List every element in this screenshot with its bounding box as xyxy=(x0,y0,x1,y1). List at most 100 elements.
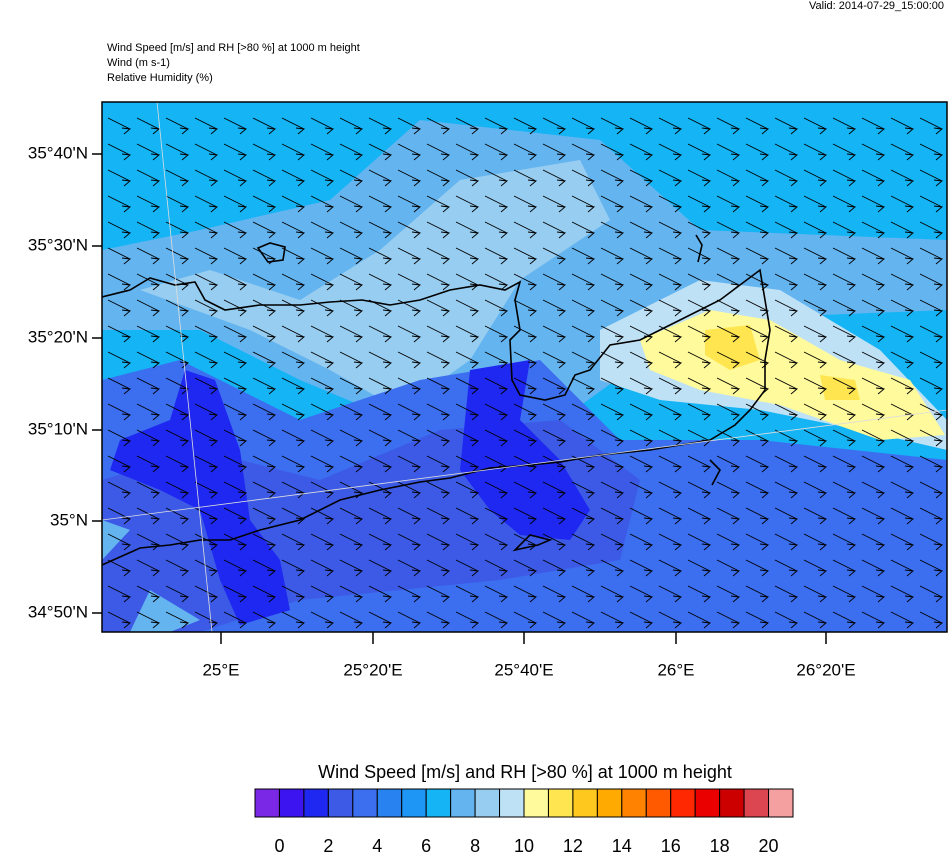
wind-arrow xyxy=(571,377,596,395)
wind-arrow xyxy=(861,273,886,291)
wind-arrow xyxy=(571,611,596,629)
colorbar-label: 4 xyxy=(372,836,382,854)
wind-arrow xyxy=(194,481,219,499)
wind-arrow xyxy=(774,169,799,187)
wind-arrow xyxy=(136,221,161,239)
wind-arrow xyxy=(658,507,683,525)
field-zone xyxy=(705,325,860,400)
wind-arrow xyxy=(919,143,944,161)
wind-arrow xyxy=(687,247,712,265)
wind-arrow xyxy=(890,403,915,421)
wind-arrow xyxy=(281,169,306,187)
wind-arrow xyxy=(252,533,277,551)
wind-arrow xyxy=(165,481,190,499)
wind-arrow xyxy=(600,507,625,525)
wind-arrow xyxy=(745,481,770,499)
wind-arrow xyxy=(658,377,683,395)
wind-arrow xyxy=(542,351,567,369)
wind-arrow xyxy=(455,429,480,447)
wind-arrow xyxy=(368,429,393,447)
wind-arrow xyxy=(252,481,277,499)
wind-arrow xyxy=(803,403,828,421)
wind-arrow xyxy=(687,325,712,343)
wind-arrow xyxy=(194,377,219,395)
wind-arrow xyxy=(716,403,741,421)
wind-arrow xyxy=(687,611,712,629)
wind-arrow xyxy=(629,169,654,187)
wind-arrow xyxy=(194,351,219,369)
wind-arrow xyxy=(252,559,277,577)
wind-arrow xyxy=(803,429,828,447)
wind-arrow xyxy=(455,585,480,603)
wind-arrow xyxy=(223,117,248,135)
wind-arrow xyxy=(919,221,944,239)
wind-arrow xyxy=(571,585,596,603)
wind-arrow xyxy=(861,533,886,551)
wind-arrow xyxy=(136,117,161,135)
colorbar-box xyxy=(303,788,329,818)
colorbar-box xyxy=(547,788,574,818)
wind-arrow xyxy=(484,221,509,239)
wind-arrow xyxy=(542,507,567,525)
wind-arrow xyxy=(803,247,828,265)
wind-arrow xyxy=(513,377,538,395)
wind-arrow xyxy=(745,455,770,473)
wind-arrow xyxy=(484,507,509,525)
wind-arrow xyxy=(252,455,277,473)
wind-arrow xyxy=(397,403,422,421)
wind-arrow xyxy=(194,455,219,473)
wind-arrow xyxy=(832,247,857,265)
wind-arrow xyxy=(832,533,857,551)
wind-arrow xyxy=(136,481,161,499)
wind-arrow xyxy=(861,169,886,187)
wind-arrow xyxy=(774,195,799,213)
wind-arrow xyxy=(252,377,277,395)
colorbar-box xyxy=(572,788,598,818)
wind-arrow xyxy=(455,325,480,343)
wind-arrow xyxy=(658,273,683,291)
wind-arrow xyxy=(629,559,654,577)
wind-arrow xyxy=(687,117,712,135)
wind-arrow xyxy=(687,507,712,525)
wind-arrow xyxy=(397,377,422,395)
wind-arrow xyxy=(919,585,944,603)
wind-arrow xyxy=(165,299,190,317)
wind-arrow xyxy=(542,585,567,603)
wind-arrow xyxy=(194,143,219,161)
wind-arrow xyxy=(339,143,364,161)
wind-arrow xyxy=(252,143,277,161)
wind-arrow xyxy=(368,377,393,395)
valid-time: Valid: 2014-07-29_15:00:00 xyxy=(809,0,944,12)
wind-arrow xyxy=(890,585,915,603)
wind-arrow xyxy=(310,221,335,239)
wind-arrow xyxy=(165,611,190,629)
wind-arrow xyxy=(716,325,741,343)
wind-arrow xyxy=(832,325,857,343)
wind-arrow xyxy=(252,351,277,369)
wind-arrow xyxy=(136,403,161,421)
wind-arrow xyxy=(397,117,422,135)
wind-arrow xyxy=(339,195,364,213)
wind-arrow xyxy=(252,169,277,187)
wind-arrow xyxy=(397,611,422,629)
wind-arrow xyxy=(687,143,712,161)
wind-arrow xyxy=(194,273,219,291)
wind-arrow xyxy=(803,533,828,551)
wind-arrow xyxy=(745,325,770,343)
wind-arrow xyxy=(310,559,335,577)
wind-arrow xyxy=(484,611,509,629)
wind-arrow xyxy=(629,611,654,629)
wind-arrow xyxy=(397,221,422,239)
wind-arrow xyxy=(571,351,596,369)
wind-arrow xyxy=(803,507,828,525)
wind-arrow xyxy=(223,559,248,577)
wind-arrow xyxy=(890,429,915,447)
wind-arrow xyxy=(687,169,712,187)
wind-arrow xyxy=(426,611,451,629)
wind-arrow xyxy=(397,325,422,343)
colorbar-label: 0 xyxy=(274,836,284,854)
wind-arrow xyxy=(890,559,915,577)
wind-arrow xyxy=(774,481,799,499)
wind-arrow xyxy=(484,585,509,603)
